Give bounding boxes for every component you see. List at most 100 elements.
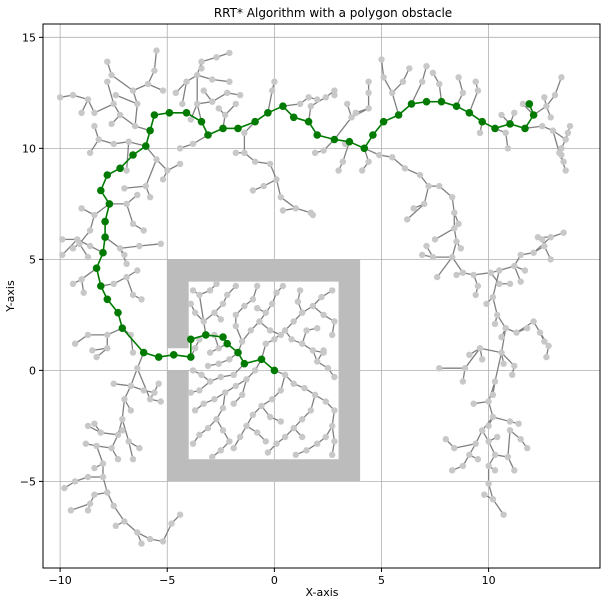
tree-node [209, 453, 216, 461]
tree-node [134, 267, 141, 274]
tree-node [116, 245, 124, 252]
tree-node [299, 416, 306, 423]
tree-node [266, 413, 274, 421]
tree-edge [198, 294, 205, 322]
path-node [101, 233, 109, 241]
tree-node [339, 158, 347, 165]
tree-node [123, 273, 130, 281]
tree-edge [124, 185, 146, 189]
tree-edge [410, 81, 423, 105]
tree-node [279, 207, 287, 214]
tree-node [110, 502, 117, 509]
tree-node [513, 329, 520, 336]
tree-node [138, 296, 145, 303]
tree-node [301, 384, 308, 392]
tree-edge [492, 270, 500, 298]
tree-node [423, 242, 430, 250]
tree-node [121, 185, 128, 192]
tree-edge [153, 50, 158, 71]
tree-node [191, 345, 199, 352]
tree-node [547, 234, 554, 241]
tree-node [230, 400, 237, 407]
tree-node [470, 400, 477, 407]
tree-node [416, 171, 424, 179]
tree-node [474, 282, 482, 290]
tree-node [496, 267, 503, 274]
tree-node [506, 427, 514, 434]
tree-node [91, 211, 98, 219]
path-node [169, 351, 178, 359]
tree-node [136, 444, 143, 452]
tree-node [249, 296, 257, 303]
tree-edge [434, 227, 455, 240]
tree-node [209, 76, 216, 83]
tree-node [423, 62, 430, 70]
tree-node [436, 80, 443, 88]
tree-node [299, 340, 306, 347]
tree-node [502, 325, 509, 332]
path-node [313, 131, 322, 139]
tree-node [153, 156, 160, 163]
tree-node [401, 165, 409, 172]
tree-node [196, 431, 203, 438]
tree-node [262, 340, 269, 347]
tree-node [279, 282, 287, 290]
tree-node [277, 418, 284, 425]
tree-edge [552, 130, 560, 153]
tree-node [269, 87, 276, 94]
tree-node [331, 318, 338, 325]
tree-node [138, 540, 145, 547]
tree-node [483, 300, 490, 307]
tree-node [322, 94, 329, 101]
tree-node [331, 373, 338, 381]
tree-node [123, 200, 130, 208]
tree-node [290, 380, 297, 387]
tree-node [292, 451, 299, 458]
tree-node [84, 96, 92, 103]
tree-node [200, 400, 207, 407]
path-node [97, 282, 105, 290]
tree-edge [468, 90, 479, 114]
axes-frame [42, 23, 601, 569]
tree-node [476, 129, 484, 136]
tree-node [419, 251, 426, 259]
tree-node [498, 349, 505, 356]
tree-node [549, 127, 557, 134]
tree-node [320, 147, 327, 154]
tree-node [176, 145, 184, 152]
tree-node [494, 311, 501, 319]
tree-node [449, 467, 456, 474]
tree-node [254, 305, 261, 312]
path-node [465, 109, 474, 117]
tree-node [204, 362, 212, 370]
tree-node [305, 94, 312, 101]
path-node [204, 131, 212, 139]
tree-node [543, 103, 550, 110]
tree-node [194, 71, 201, 79]
tree-node [453, 238, 460, 245]
tree-node [219, 404, 227, 412]
tree-edge [181, 81, 188, 105]
tree-node [213, 54, 220, 61]
tree-node [324, 365, 332, 372]
tree-node [271, 336, 278, 343]
tree-node [376, 151, 383, 159]
tree-node [78, 276, 85, 283]
tree-node [474, 456, 482, 463]
path-node [270, 366, 279, 375]
tree-node [329, 287, 336, 294]
tree-node [530, 249, 537, 256]
polygon-obstacle [167, 259, 361, 482]
tree-node [442, 436, 449, 443]
x-tick-label: −10 [49, 574, 72, 587]
path-node [139, 348, 148, 357]
path-segment [121, 327, 145, 354]
tree-edge [121, 399, 126, 420]
tree-node [541, 94, 548, 101]
tree-node [110, 140, 117, 148]
tree-node [176, 511, 184, 518]
tree-node [123, 167, 130, 174]
tree-node [221, 111, 229, 119]
tree-node [474, 87, 482, 94]
tree-node [491, 378, 499, 385]
